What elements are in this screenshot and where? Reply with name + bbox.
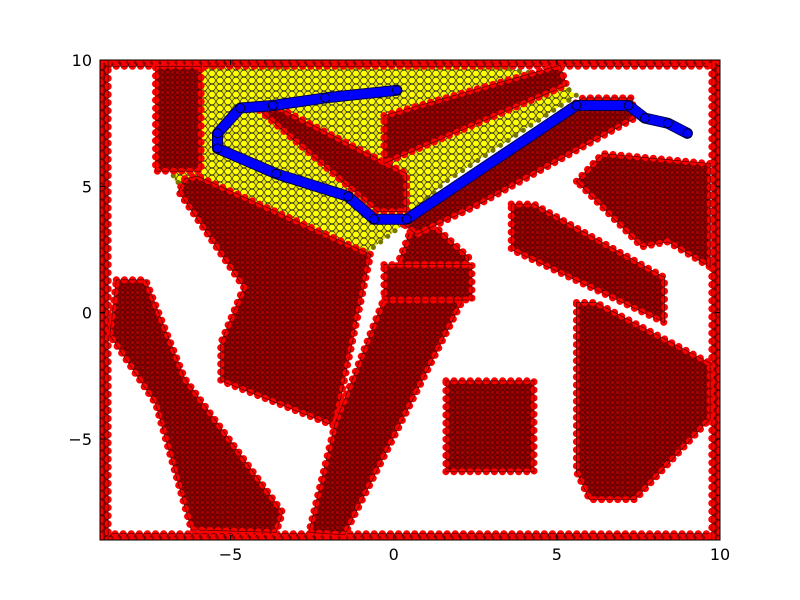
- path-point-13: [662, 118, 673, 129]
- obstacle-outline-right-lower-block: [576, 302, 711, 501]
- path-point-12: [640, 113, 650, 123]
- obstacle-outline-left-lower-leg: [109, 279, 284, 533]
- path-point-10: [571, 100, 582, 111]
- obstacle-fill-long-diagonal-beam: [403, 97, 636, 235]
- obstacle-bottom-center-block: [442, 377, 538, 476]
- obstacle-right-lower-block: [572, 299, 714, 504]
- obstacle-small-center-block: [380, 261, 476, 304]
- x-tick-label-1: 0: [389, 545, 399, 564]
- obstacle-right-upper-block: [572, 150, 714, 271]
- obstacle-outline-right-middle-beam: [510, 203, 665, 324]
- obstacle-outline-top-left-block: [155, 65, 202, 172]
- obstacle-fill-right-middle-beam: [511, 204, 665, 323]
- obstacle-top-left-block: [152, 62, 205, 175]
- obstacle-fill-right-upper-block: [576, 153, 711, 268]
- y-tick-label-2: 5: [82, 177, 92, 196]
- obstacle-fill-left-diagonal-wing: [178, 176, 371, 427]
- obstacle-fill-bottom-center-block: [445, 380, 534, 472]
- obstacle-fill-center-lower-leg: [308, 224, 469, 535]
- obstacle-outline-right-upper-block: [576, 153, 711, 268]
- axis-ticks: −5 0 5 10 −5 0 5 10: [68, 51, 730, 564]
- obstacle-outline-bottom-center-block: [445, 380, 535, 473]
- obstacle-fill-upper-right-diagonal: [383, 65, 567, 164]
- obstacle-outline-left-diagonal-wing: [177, 175, 372, 427]
- y-tick-label-0: −5: [68, 430, 92, 449]
- x-tick-label-0: −5: [219, 545, 243, 564]
- obstacle-fill-top-left-block: [155, 66, 202, 172]
- plot-area: [100, 60, 720, 540]
- path-series: [212, 84, 693, 225]
- path-point-0: [391, 85, 402, 96]
- path-point-5: [212, 143, 223, 154]
- obstacle-fill-small-center-block: [383, 264, 472, 300]
- obstacle-outline-long-diagonal-beam: [403, 97, 636, 235]
- obstacle-center-lower-leg: [305, 220, 473, 539]
- x-tick-label-2: 5: [552, 545, 562, 564]
- obstacle-boundary-top: [100, 60, 720, 70]
- obstacle-outline-boundary-top: [100, 60, 720, 67]
- obstacle-fill-central-diagonal: [256, 108, 407, 212]
- obstacle-outline-small-center-block: [383, 264, 473, 301]
- path-point-8: [369, 214, 380, 225]
- path-point-14: [682, 128, 693, 139]
- path-point-11: [623, 100, 634, 111]
- path-point-6: [271, 168, 282, 179]
- obstacle-boundary-right: [708, 60, 720, 540]
- obstacle-boundary-bottom: [100, 530, 720, 540]
- x-tick-label-3: 10: [710, 545, 730, 564]
- obstacle-boundary-left: [100, 60, 112, 540]
- obstacle-left-diagonal-wing: [174, 172, 375, 430]
- path-point-2: [267, 100, 278, 111]
- obstacle-outline-center-lower-leg: [308, 223, 470, 536]
- y-tick-label-1: 0: [82, 304, 92, 323]
- obstacle-upper-right-diagonal: [380, 61, 571, 168]
- path-point-7: [343, 191, 353, 202]
- obstacle-outline-upper-right-diagonal: [383, 64, 567, 165]
- obstacle-left-lower-leg: [106, 276, 287, 536]
- axes-frame: [99, 59, 721, 541]
- path-point-3: [235, 103, 246, 113]
- obstacle-long-diagonal-beam: [400, 94, 639, 238]
- obstacle-fill-left-lower-leg: [109, 279, 283, 533]
- obstacle-right-middle-beam: [507, 200, 668, 327]
- y-tick-label-3: 10: [72, 51, 92, 70]
- path-point-9: [401, 214, 412, 225]
- path-point-4: [212, 128, 223, 139]
- path-point-1: [320, 93, 331, 103]
